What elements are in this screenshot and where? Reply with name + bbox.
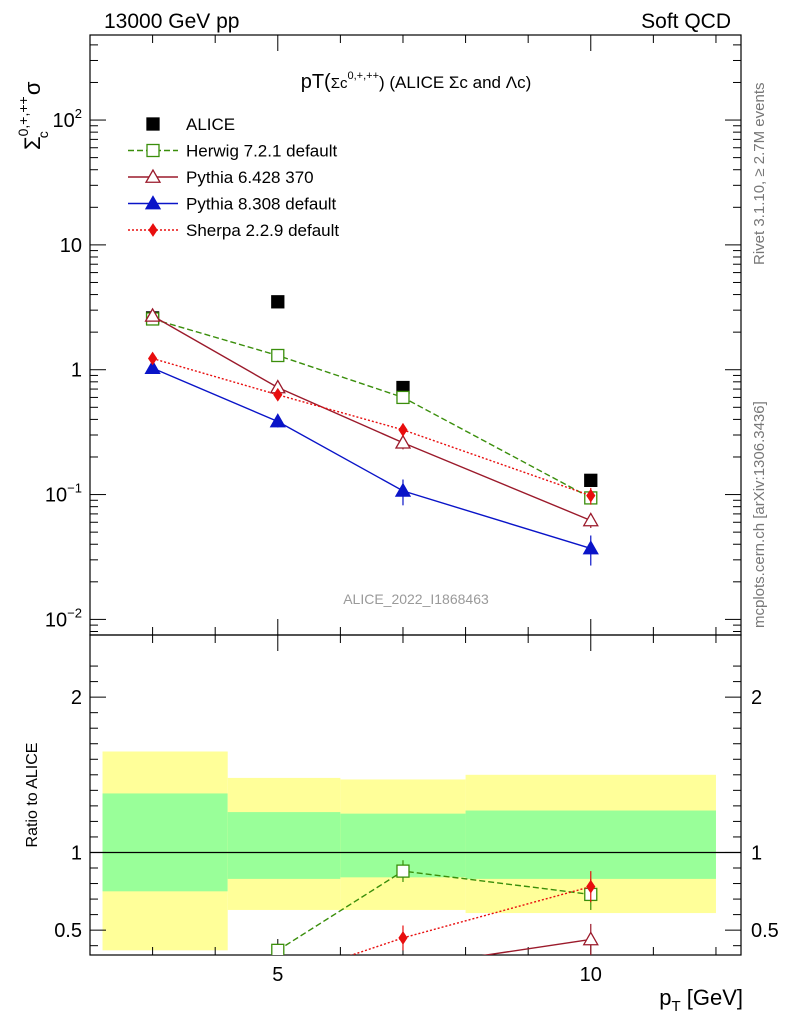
ratio-y-axis-label: Ratio to ALICE bbox=[24, 743, 41, 848]
title-sup: 0,+,++ bbox=[348, 70, 380, 82]
main-line-sherpa-2-2-9-default bbox=[152, 357, 592, 497]
ratio-y-tick-label-2: 2 bbox=[71, 687, 82, 709]
legend-marker-sherpa-2-2-9-default bbox=[148, 223, 158, 237]
main-y-axis-label: Σ0,+,++ c σ bbox=[15, 81, 51, 150]
legend-label-pythia-6-428-370: Pythia 6.428 370 bbox=[186, 168, 314, 187]
main-y-tick-label-2: 1 bbox=[71, 360, 82, 382]
legend-marker-pythia-6-428-370 bbox=[144, 168, 162, 183]
analysis-annotation: ALICE_2022_I1868463 bbox=[343, 591, 489, 607]
ylabel-tail: σ bbox=[20, 81, 45, 101]
side-label-rivet: Rivet 3.1.10, ≥ 2.7M events bbox=[751, 83, 768, 266]
ylabel-sup: 0,+,++ bbox=[15, 96, 31, 136]
main-point-sherpa-2-2-9-default-0 bbox=[147, 351, 158, 366]
main-y-tick-label-0: 10−2 bbox=[45, 605, 82, 631]
legend-label-sherpa-2-2-9-default: Sherpa 2.2.9 default bbox=[186, 221, 339, 240]
main-point-pythia-8-308-default-1 bbox=[269, 413, 286, 428]
ratio-y-tick-label-right-2: 2 bbox=[751, 687, 762, 709]
main-point-pythia-8-308-default-0 bbox=[144, 359, 161, 375]
legend-marker-herwig-7-2-1-default bbox=[146, 143, 160, 158]
ratio-band-green-0 bbox=[102, 793, 228, 892]
main-y-tick-label-exp-4: 2 bbox=[75, 106, 82, 121]
xlabel-sub: T bbox=[671, 998, 680, 1015]
main-point-pythia-8-308-default-2 bbox=[394, 482, 412, 497]
main-point-sherpa-2-2-9-default-2 bbox=[398, 422, 408, 437]
xlabel-base: p bbox=[659, 985, 671, 1010]
ratio-point-herwig-7-2-1-default-1 bbox=[396, 864, 410, 878]
ratio-point-herwig-7-2-1-default-0 bbox=[271, 943, 285, 955]
x-tick-label-0: 5 bbox=[272, 964, 283, 986]
title-pre: pT( bbox=[301, 71, 331, 93]
ratio-y-tick-label-right-1: 1 bbox=[751, 842, 762, 864]
title-sigma: Σc bbox=[331, 75, 348, 92]
ratio-point-sherpa-2-2-9-default-2 bbox=[586, 879, 596, 894]
legend-marker-alice bbox=[146, 117, 160, 131]
x-axis-label: pT [GeV] bbox=[659, 985, 743, 1015]
main-y-tick-label-base-0: 10 bbox=[45, 609, 67, 631]
ratio-point-pythia-6-428-370-0 bbox=[396, 960, 410, 972]
main-line-herwig-7-2-1-default bbox=[152, 318, 592, 499]
ylabel-sub: c bbox=[35, 131, 51, 138]
ratio-point-sherpa-2-2-9-default-1 bbox=[398, 931, 408, 945]
ratio-series bbox=[271, 860, 599, 972]
main-point-sherpa-2-2-9-default-1 bbox=[273, 387, 283, 402]
ratio-point-pythia-6-428-370-1 bbox=[582, 931, 599, 946]
main-y-tick-label-exp-0: −2 bbox=[67, 605, 82, 620]
legend-marker-pythia-8-308-default bbox=[144, 195, 162, 210]
ratio-plot-frame bbox=[89, 634, 742, 956]
main-series bbox=[144, 295, 599, 566]
header-left: 13000 GeV pp bbox=[104, 10, 239, 33]
ratio-band-green-1 bbox=[227, 812, 341, 879]
ratio-axes: 0.5 0.5 1 1 2 2 5 10 bbox=[54, 635, 779, 986]
main-y-tick-label-4: 102 bbox=[53, 106, 82, 132]
main-point-herwig-7-2-1-default-2 bbox=[396, 390, 410, 405]
header-right: Soft QCD bbox=[641, 10, 731, 33]
main-point-pythia-8-308-default-3 bbox=[582, 540, 599, 555]
main-y-tick-label-base-4: 10 bbox=[53, 110, 75, 132]
main-y-tick-label-3: 10 bbox=[60, 235, 82, 257]
legend: ALICE Herwig 7.2.1 default Pythia 6.428 37… bbox=[128, 115, 339, 240]
main-point-alice-3 bbox=[584, 473, 598, 487]
main-y-tick-label-base-1: 10 bbox=[45, 485, 67, 507]
ratio-uncertainty-bands bbox=[102, 751, 716, 951]
legend-label-herwig-7-2-1-default: Herwig 7.2.1 default bbox=[186, 142, 337, 161]
main-point-alice-1 bbox=[271, 295, 285, 309]
side-label-mcplots: mcplots.cern.ch [arXiv:1306.3436] bbox=[751, 401, 768, 628]
legend-label-alice: ALICE bbox=[186, 115, 235, 134]
main-y-tick-label-1: 10−1 bbox=[45, 481, 82, 507]
main-line-pythia-6-428-370 bbox=[152, 315, 592, 522]
ratio-y-tick-label-right-0: 0.5 bbox=[751, 920, 779, 942]
main-point-herwig-7-2-1-default-1 bbox=[271, 348, 285, 363]
title-post: ) (ALICE Σc and Λc) bbox=[379, 73, 531, 92]
main-point-sherpa-2-2-9-default-3 bbox=[586, 488, 596, 503]
main-point-pythia-6-428-370-2 bbox=[394, 434, 412, 449]
main-line-pythia-8-308-default bbox=[152, 367, 591, 550]
ratio-band-green-3 bbox=[465, 810, 716, 879]
xlabel-tail: [GeV] bbox=[681, 985, 743, 1010]
main-point-pythia-6-428-370-3 bbox=[582, 512, 599, 527]
ratio-line-pythia-6-428-370 bbox=[481, 938, 591, 955]
ratio-y-tick-label-1: 1 bbox=[71, 842, 82, 864]
ylabel-base: Σ bbox=[20, 136, 45, 150]
x-tick-label-1: 10 bbox=[580, 964, 602, 986]
legend-label-pythia-8-308-default: Pythia 8.308 default bbox=[186, 195, 337, 214]
main-plot-title: pT(Σc0,+,++) (ALICE Σc and Λc) bbox=[301, 70, 532, 93]
ratio-y-tick-label-0: 0.5 bbox=[54, 920, 82, 942]
main-point-pythia-6-428-370-0 bbox=[144, 307, 161, 322]
main-y-tick-label-exp-1: −1 bbox=[67, 481, 82, 496]
